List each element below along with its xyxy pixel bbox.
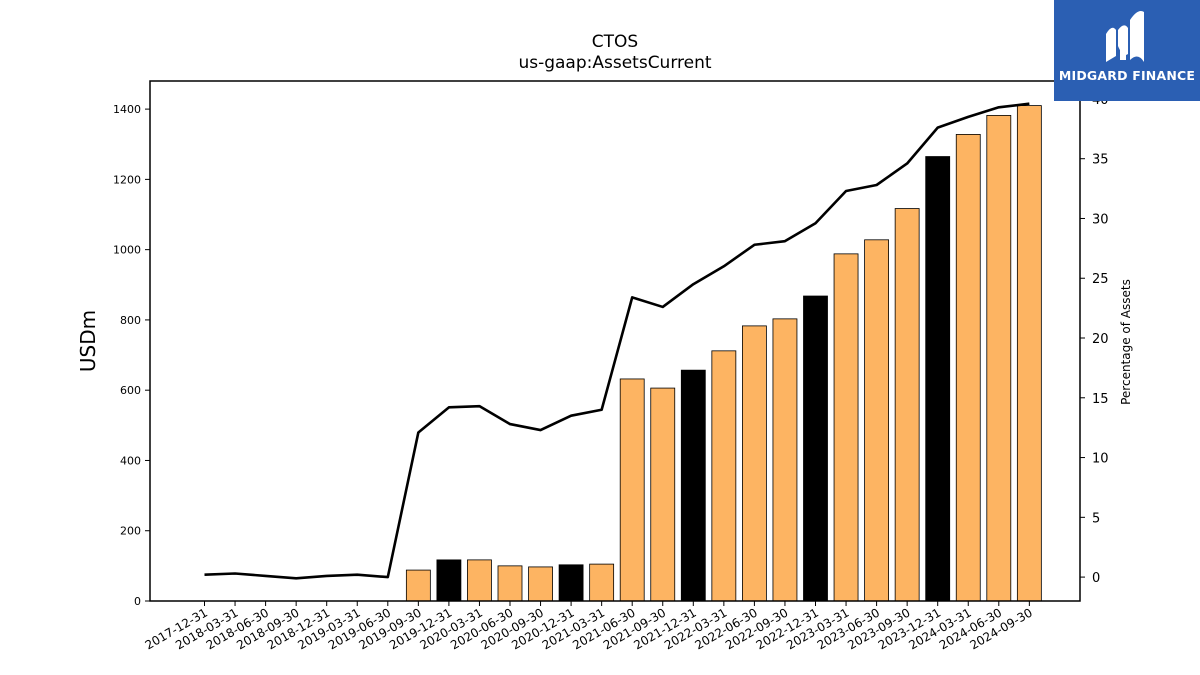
bar <box>436 559 462 602</box>
y2-tick-label: 15 <box>1092 392 1109 407</box>
bar <box>467 559 492 602</box>
y-tick-label: 600 <box>120 384 141 397</box>
y-tick-label: 400 <box>120 454 141 467</box>
bar <box>925 156 951 602</box>
y-tick-label: 200 <box>120 525 141 538</box>
bar <box>864 239 889 602</box>
y-tick-label: 1400 <box>113 103 141 116</box>
bar <box>619 378 645 602</box>
y-tick-label: 1200 <box>113 173 141 186</box>
y2-tick-label: 20 <box>1092 332 1109 347</box>
bar <box>986 115 1012 602</box>
y-tick-label: 800 <box>120 314 141 327</box>
y-tick-label: 0 <box>134 595 141 608</box>
y2-tick-label: 25 <box>1092 272 1109 287</box>
y2-tick-label: 35 <box>1092 153 1109 168</box>
bar <box>558 564 584 602</box>
bar <box>650 387 676 602</box>
plot-frame <box>149 80 1081 602</box>
bar <box>833 253 859 602</box>
y2-tick-label: 5 <box>1092 511 1100 526</box>
logo-text: MIDGARD FINANCE <box>1058 68 1196 83</box>
bar <box>405 569 431 602</box>
y2-axis-label: Percentage of Assets <box>1119 279 1133 405</box>
bar <box>803 295 828 602</box>
y2-tick-label: 10 <box>1092 452 1109 467</box>
bar <box>1016 105 1042 602</box>
bar <box>711 350 737 602</box>
series-line <box>204 102 1030 580</box>
y2-tick-label: 30 <box>1092 212 1109 227</box>
bar <box>894 208 920 602</box>
chart-title: CTOS <box>591 32 639 52</box>
y-tick-label: 1000 <box>113 244 141 257</box>
midgard-logo-mark-icon <box>1106 11 1144 62</box>
bar <box>589 563 615 602</box>
bar <box>528 566 553 602</box>
bar <box>742 325 767 602</box>
bar <box>497 565 523 602</box>
bar <box>772 318 798 602</box>
y2-tick-label: 0 <box>1092 571 1100 586</box>
bar <box>955 134 981 602</box>
bar <box>680 369 706 602</box>
y-axis-label: USDm <box>76 310 100 372</box>
chart-subtitle: us-gaap:AssetsCurrent <box>518 53 712 73</box>
midgard-finance-logo: MIDGARD FINANCE <box>1054 0 1200 101</box>
